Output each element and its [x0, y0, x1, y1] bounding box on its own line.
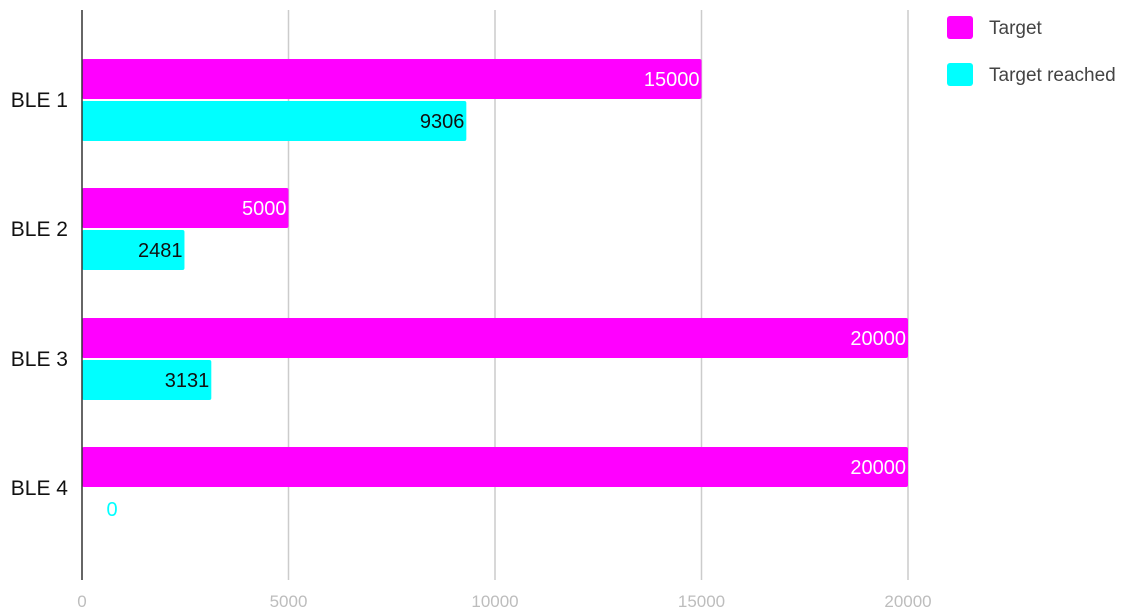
- labels: 0 5000 10000 15000 20000 15000 9306 BLE 1 5000 24…: [11, 69, 932, 610]
- legend-swatch: [947, 16, 973, 39]
- bar-target: [82, 318, 908, 358]
- x-tick-label: 5000: [270, 592, 308, 610]
- legend-label: Target: [989, 18, 1043, 39]
- data-label: 20000: [850, 457, 906, 479]
- legend: Target Target reached: [947, 16, 1116, 86]
- x-tick-label: 0: [77, 592, 86, 610]
- bar-target-reached: [82, 101, 467, 141]
- data-label: 5000: [242, 198, 287, 220]
- legend-label: Target reached: [989, 65, 1116, 86]
- bar-target: [82, 188, 289, 228]
- category-label: BLE 1: [11, 89, 68, 112]
- data-label: 20000: [850, 328, 906, 350]
- data-label: 15000: [644, 69, 700, 91]
- category-label: BLE 4: [11, 477, 69, 500]
- category-label: BLE 2: [11, 218, 68, 241]
- data-label: 0: [106, 499, 117, 521]
- data-label: 3131: [165, 370, 210, 392]
- data-label: 2481: [138, 240, 183, 262]
- bar-target-reached: [82, 360, 212, 400]
- bar-target: [82, 447, 908, 487]
- x-tick-label: 15000: [678, 592, 725, 610]
- legend-swatch: [947, 63, 973, 86]
- bar-target-reached: [82, 230, 185, 270]
- bars: [82, 59, 908, 487]
- category-label: BLE 3: [11, 348, 68, 371]
- data-label: 9306: [420, 111, 465, 133]
- x-tick-label: 20000: [884, 592, 931, 610]
- bar-target: [82, 59, 702, 99]
- x-tick-label: 10000: [471, 592, 518, 610]
